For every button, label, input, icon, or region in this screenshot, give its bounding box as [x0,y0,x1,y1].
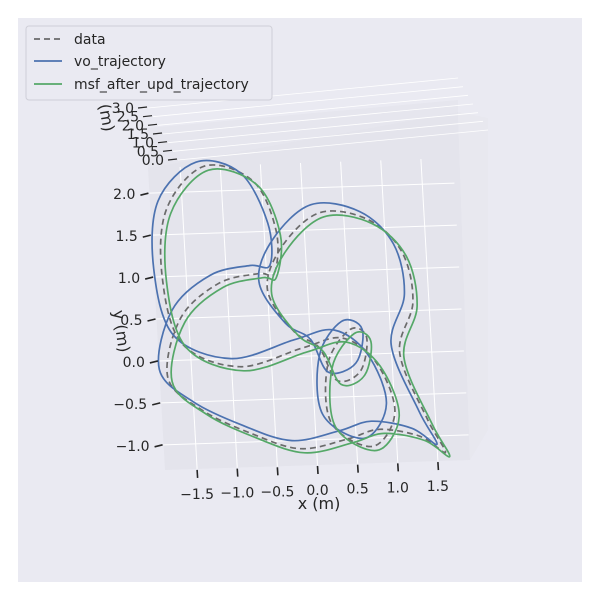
x-tick-label: 1.0 [387,480,409,496]
z-gridline [167,112,479,144]
z-tick-label: 1.0 [132,136,154,152]
y-tick-mark [149,360,159,364]
z-tick-label: 0.0 [142,153,164,169]
z-gridline [172,120,484,152]
y-tick-mark [152,402,161,406]
x-tick-mark [196,469,199,478]
tick-layer: −1.5 −1.0 −0.5 0.0 0.5 1.0 1.5−1.0−0.50.00.51.… [112,101,449,503]
x-tick-mark [316,465,319,475]
z-gridline [152,86,464,118]
x-tick-mark [236,468,239,477]
y-tick-mark [140,192,149,196]
y-tick-mark [142,234,151,238]
z-tick-mark [137,106,148,109]
legend-label-data: data [74,32,106,48]
x-tick-mark [437,462,440,471]
legend: data vo_trajectory msf_after_upd_traject… [25,25,273,101]
y-tick-label: −1.0 [116,439,150,455]
y-tick-mark [144,276,154,280]
y-gridline [149,182,455,194]
pane-right [458,112,488,460]
series-layer [151,159,451,458]
z-tick-mark [152,132,163,135]
z-tick-mark [162,149,173,152]
z-gridline [177,129,489,161]
series-msf-line [163,168,451,458]
z-tick-label: 2.0 [122,118,144,134]
z-tick-label: 2.5 [117,110,139,126]
y-tick-mark [154,444,163,448]
z-tick-label: 1.5 [127,127,149,143]
z-tick-label: 0.5 [137,144,159,160]
series-vo-line [151,159,438,446]
y-tick-mark [147,318,156,322]
y-gridline [163,434,469,446]
x-tick-label: −1.5 [180,487,214,503]
x-tick-mark [396,463,400,472]
x-tick-label: 1.5 [427,479,449,495]
y-gridline [158,350,464,362]
y-tick-label: 2.0 [113,187,135,203]
z-tick-mark [147,123,158,126]
z-gridline [157,94,469,126]
grid [147,77,489,469]
x-tick-mark [276,467,279,476]
y-tick-label: 1.0 [118,271,140,287]
x-tick-label: 0.5 [346,482,368,498]
x-tick-label: 0.0 [306,483,328,499]
series-data-line [159,164,447,454]
x-axis-label: x (m) [298,494,341,513]
legend-label-vo: vo_trajectory [74,54,166,70]
y-tick-label: −0.5 [113,397,147,413]
y-tick-label: 0.5 [120,313,142,329]
y-gridline [156,308,462,320]
x-tick-mark [356,464,359,473]
z-gridline [147,77,459,109]
legend-box [25,25,273,101]
z-tick-mark [167,158,178,161]
x-tick-label: −0.5 [260,484,294,500]
z-tick-label: 3.0 [112,101,134,117]
pane-top [148,100,458,168]
x-tick-label: −1.0 [220,486,254,502]
z-tick-mark [157,141,168,144]
y-tick-label: 0.0 [123,355,145,371]
z-tick-mark [142,115,153,118]
y-tick-label: 1.5 [116,229,138,245]
z-gridline [162,103,474,135]
legend-label-msf: msf_after_upd_trajectory [74,77,249,93]
